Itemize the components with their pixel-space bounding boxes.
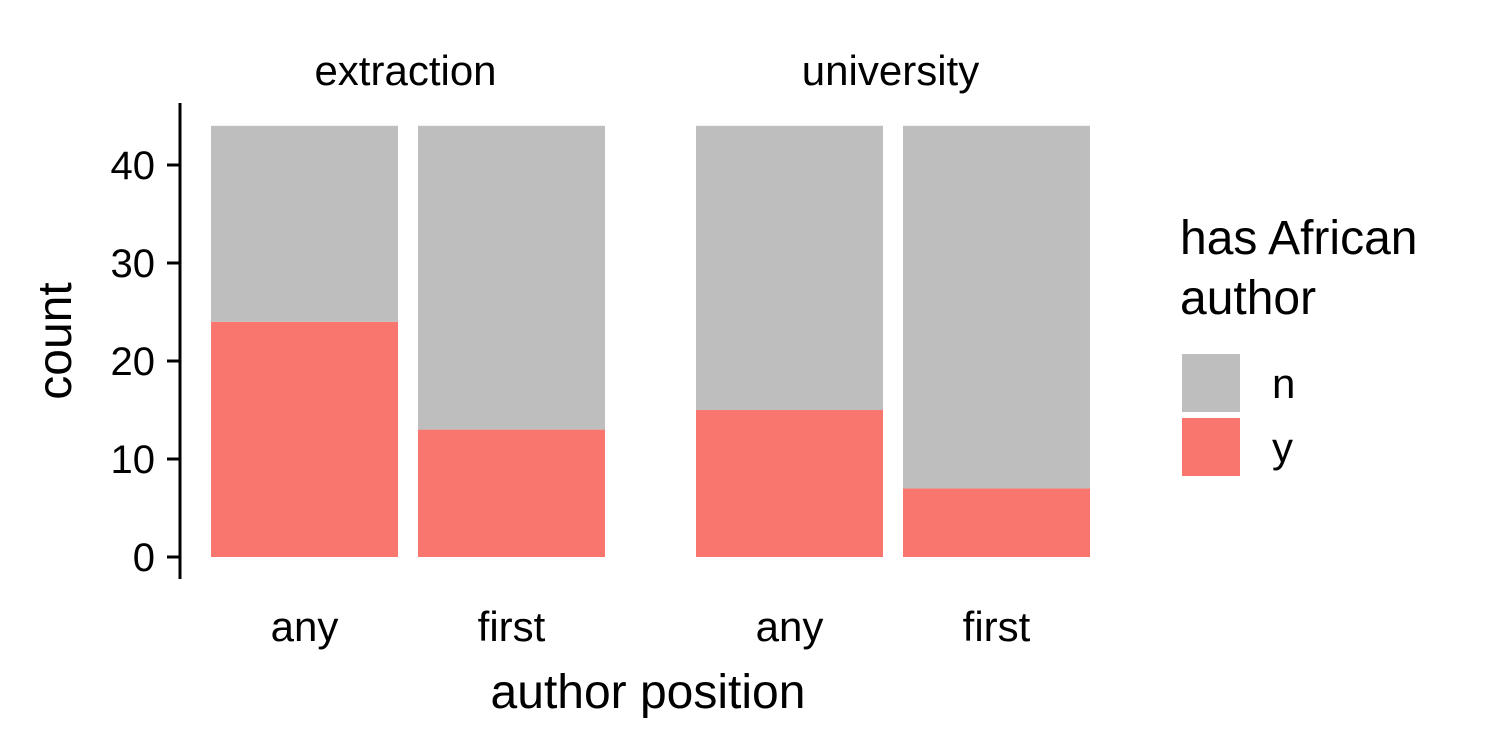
legend-swatch-y — [1182, 418, 1240, 476]
legend: has African author ny — [1180, 212, 1417, 476]
legend-swatch-n — [1182, 354, 1240, 412]
bar-university-any-n — [696, 125, 883, 411]
facet-title-university: university — [802, 47, 979, 94]
legend-label-n: n — [1272, 360, 1295, 407]
x-tick-label-university-first: first — [963, 603, 1031, 650]
bar-extraction-first-n — [418, 125, 605, 430]
y-tick-label-40: 40 — [111, 144, 156, 188]
y-tick-label-20: 20 — [111, 340, 156, 384]
bar-university-first-y — [903, 488, 1090, 557]
y-tick-label-30: 30 — [111, 242, 156, 286]
x-tick-label-extraction-any: any — [271, 603, 339, 650]
bars — [211, 125, 1090, 557]
y-tick-label-10: 10 — [111, 438, 156, 482]
x-tick-label-university-any: any — [756, 603, 824, 650]
y-axis-title: count — [29, 282, 82, 399]
x-axis-title: author position — [491, 666, 806, 719]
y-tick-label-0: 0 — [133, 536, 155, 580]
legend-title-line-1: has African — [1180, 212, 1417, 265]
facet-titles: extraction university — [314, 47, 979, 94]
legend-label-y: y — [1272, 424, 1293, 471]
x-tick-label-extraction-first: first — [478, 603, 546, 650]
facet-title-extraction: extraction — [314, 47, 496, 94]
bar-extraction-first-y — [418, 429, 605, 557]
bar-extraction-any-y — [211, 321, 398, 557]
legend-title-line-2: author — [1180, 272, 1316, 325]
bar-university-any-y — [696, 410, 883, 557]
y-axis: 0 10 20 30 40 — [111, 103, 182, 580]
x-tick-labels: any first any first — [271, 603, 1031, 650]
bar-university-first-n — [903, 125, 1090, 489]
bar-extraction-any-n — [211, 125, 398, 322]
